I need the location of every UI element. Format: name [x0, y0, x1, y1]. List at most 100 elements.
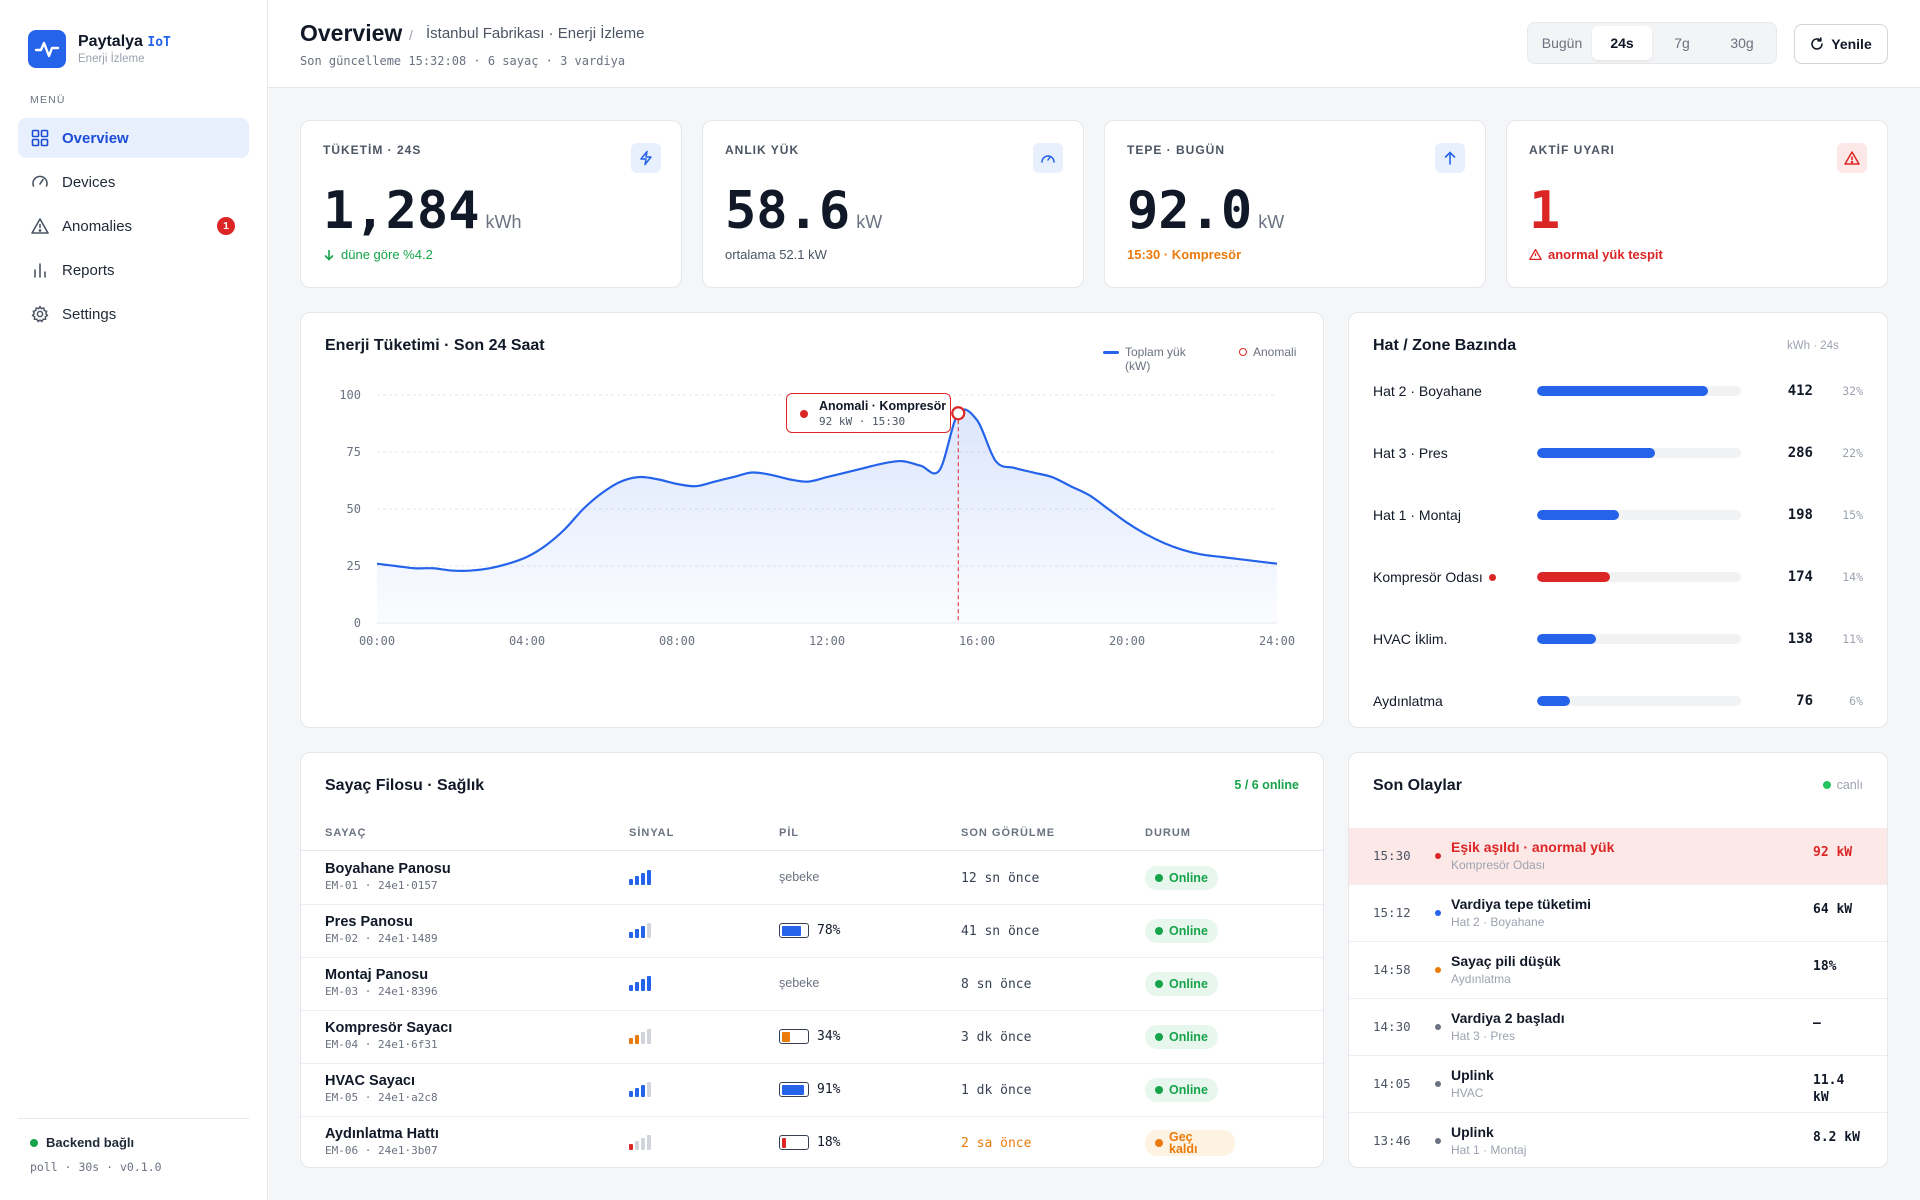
zone-value: 286	[1787, 445, 1813, 461]
table-row[interactable]: Aydınlatma Hattı EM-06 · 24e1·3b07 18% 2…	[301, 1117, 1323, 1170]
meter-cell: Kompresör Sayacı EM-04 · 24e1·6f31	[325, 1020, 452, 1051]
zone-percent: 11%	[1842, 632, 1863, 646]
range-7d-button[interactable]: 7g	[1674, 35, 1690, 51]
signal-strength-icon	[629, 1135, 653, 1150]
event-dot-icon	[1435, 853, 1441, 859]
anomaly-point[interactable]	[951, 406, 966, 421]
zone-name: Hat 1 · Montaj	[1373, 507, 1461, 523]
x-tick-label: 20:00	[1109, 634, 1145, 648]
event-time: 14:58	[1373, 962, 1411, 977]
kpi-label: TÜKETİM · 24S	[323, 143, 422, 157]
event-dot-icon	[1435, 1081, 1441, 1087]
menu-label: MENÜ	[30, 94, 66, 106]
zone-bar-fill	[1537, 572, 1611, 582]
battery-cell: şebeke	[779, 870, 819, 884]
sidebar-item-reports[interactable]: Reports	[18, 250, 249, 290]
col-signal[interactable]: SİNYAL	[629, 827, 675, 839]
zone-bar-track	[1537, 448, 1741, 458]
status-label: Online	[1169, 871, 1208, 885]
y-tick-label: 0	[354, 616, 361, 630]
event-value: 11.4 kW	[1813, 1073, 1845, 1105]
table-row[interactable]: HVAC Sayacı EM-05 · 24e1·a2c8 91% 1 dk ö…	[301, 1064, 1323, 1117]
events-title: Son Olaylar	[1373, 777, 1462, 794]
event-subtitle: Hat 1 · Montaj	[1451, 1143, 1527, 1157]
zone-row[interactable]: HVAC İklim. 138 11%	[1373, 627, 1863, 651]
range-24h-button[interactable]: 24s	[1592, 26, 1652, 60]
col-battery[interactable]: PİL	[779, 827, 800, 839]
zone-name-cell: Aydınlatma	[1373, 693, 1537, 709]
sidebar-item-label: Settings	[62, 305, 117, 323]
status-label: Online	[1169, 1083, 1208, 1097]
zone-row[interactable]: Aydınlatma 76 6%	[1373, 689, 1863, 713]
refresh-button[interactable]: Yenile	[1794, 24, 1888, 64]
event-dot-icon	[1435, 910, 1441, 916]
anomaly-dot-icon	[800, 410, 808, 418]
x-tick-label: 16:00	[959, 634, 995, 648]
signal-strength-icon	[629, 976, 653, 991]
page-title: Overview	[300, 20, 403, 46]
event-value: 18%	[1813, 959, 1837, 974]
zone-bar-track	[1537, 510, 1741, 520]
battery-mains: şebeke	[779, 976, 820, 990]
meter-cell: Pres Panosu EM-02 · 24e1·1489	[325, 914, 438, 945]
warning-icon	[30, 216, 50, 236]
zone-row[interactable]: Hat 1 · Montaj 198 15%	[1373, 503, 1863, 527]
col-status[interactable]: DURUM	[1145, 827, 1191, 839]
table-row[interactable]: Boyahane Panosu EM-01 · 24e1·0157 şebeke…	[301, 852, 1323, 905]
event-dot-icon	[1435, 967, 1441, 973]
signal-strength-icon	[629, 1029, 653, 1044]
table-row[interactable]: Pres Panosu EM-02 · 24e1·1489 78% 41 sn …	[301, 905, 1323, 958]
signal-bar	[629, 1091, 633, 1097]
zone-value: 198	[1787, 507, 1813, 523]
event-item[interactable]: 14:30 Vardiya 2 başladı Hat 3 · Pres –	[1349, 999, 1887, 1056]
sidebar-item-settings[interactable]: Settings	[18, 294, 249, 334]
status-badge: Online	[1145, 919, 1218, 943]
meter-name: Montaj Panosu	[325, 967, 429, 983]
kpi-note: ortalama 52.1 kW	[725, 247, 827, 262]
y-tick-label: 25	[347, 559, 361, 573]
event-time: 15:30	[1373, 848, 1411, 863]
zone-bar-fill	[1537, 696, 1570, 706]
battery-cell: 91%	[779, 1082, 840, 1097]
tooltip-title: Anomali · Kompresör	[819, 399, 947, 413]
event-time: 15:12	[1373, 905, 1411, 920]
sidebar-item-overview[interactable]: Overview	[18, 118, 249, 158]
event-item[interactable]: 14:58 Sayaç pili düşük Aydınlatma 18%	[1349, 942, 1887, 999]
kpi-value-group: 1,284 kWh	[323, 181, 522, 241]
zone-row[interactable]: Hat 2 · Boyahane 412 32%	[1373, 379, 1863, 403]
zone-row[interactable]: Kompresör Odası 174 14%	[1373, 565, 1863, 589]
poll-info: poll · 30s · v0.1.0	[30, 1160, 162, 1174]
brand[interactable]: Paytalya IoT Enerji İzleme	[28, 30, 171, 68]
col-last-seen[interactable]: SON GÖRÜLME	[961, 827, 1056, 839]
battery-mains: şebeke	[779, 870, 820, 884]
sidebar-item-anomalies[interactable]: Anomalies 1	[18, 206, 249, 246]
zone-name-cell: Hat 2 · Boyahane	[1373, 383, 1537, 399]
signal-bar	[647, 1029, 651, 1044]
sidebar-item-devices[interactable]: Devices	[18, 162, 249, 202]
signal-bar	[635, 1035, 639, 1044]
battery-value: 18%	[817, 1135, 841, 1150]
arrow-down-icon	[323, 249, 335, 261]
zone-row[interactable]: Hat 3 · Pres 286 22%	[1373, 441, 1863, 465]
zone-value: 76	[1796, 693, 1813, 709]
event-item[interactable]: 13:46 Uplink Hat 1 · Montaj 8.2 kW	[1349, 1113, 1887, 1170]
legend-item-anomaly: Anomali	[1239, 345, 1296, 359]
event-item[interactable]: 15:30 Eşik aşıldı · anormal yük Kompresö…	[1349, 828, 1887, 885]
event-item[interactable]: 15:12 Vardiya tepe tüketimi Hat 2 · Boya…	[1349, 885, 1887, 942]
table-row[interactable]: Montaj Panosu EM-03 · 24e1·8396 şebeke 8…	[301, 958, 1323, 1011]
warning-icon	[1837, 143, 1867, 173]
meter-name: HVAC Sayacı	[325, 1073, 415, 1089]
battery-icon	[779, 923, 809, 938]
event-time: 14:05	[1373, 1076, 1411, 1091]
y-tick-label: 75	[347, 445, 361, 459]
event-value: –	[1813, 1016, 1821, 1031]
range-today-button[interactable]: Bugün	[1541, 35, 1583, 51]
event-item[interactable]: 14:05 Uplink HVAC 11.4 kW	[1349, 1056, 1887, 1113]
meter-id: EM-06 · 24e1·3b07	[325, 1144, 438, 1157]
col-meter[interactable]: SAYAÇ	[325, 827, 367, 839]
event-subtitle: Kompresör Odası	[1451, 858, 1546, 872]
range-30d-button[interactable]: 30g	[1730, 35, 1754, 51]
status-label: Online	[1169, 977, 1208, 991]
gauge-icon	[1033, 143, 1063, 173]
table-row[interactable]: Kompresör Sayacı EM-04 · 24e1·6f31 34% 3…	[301, 1011, 1323, 1064]
